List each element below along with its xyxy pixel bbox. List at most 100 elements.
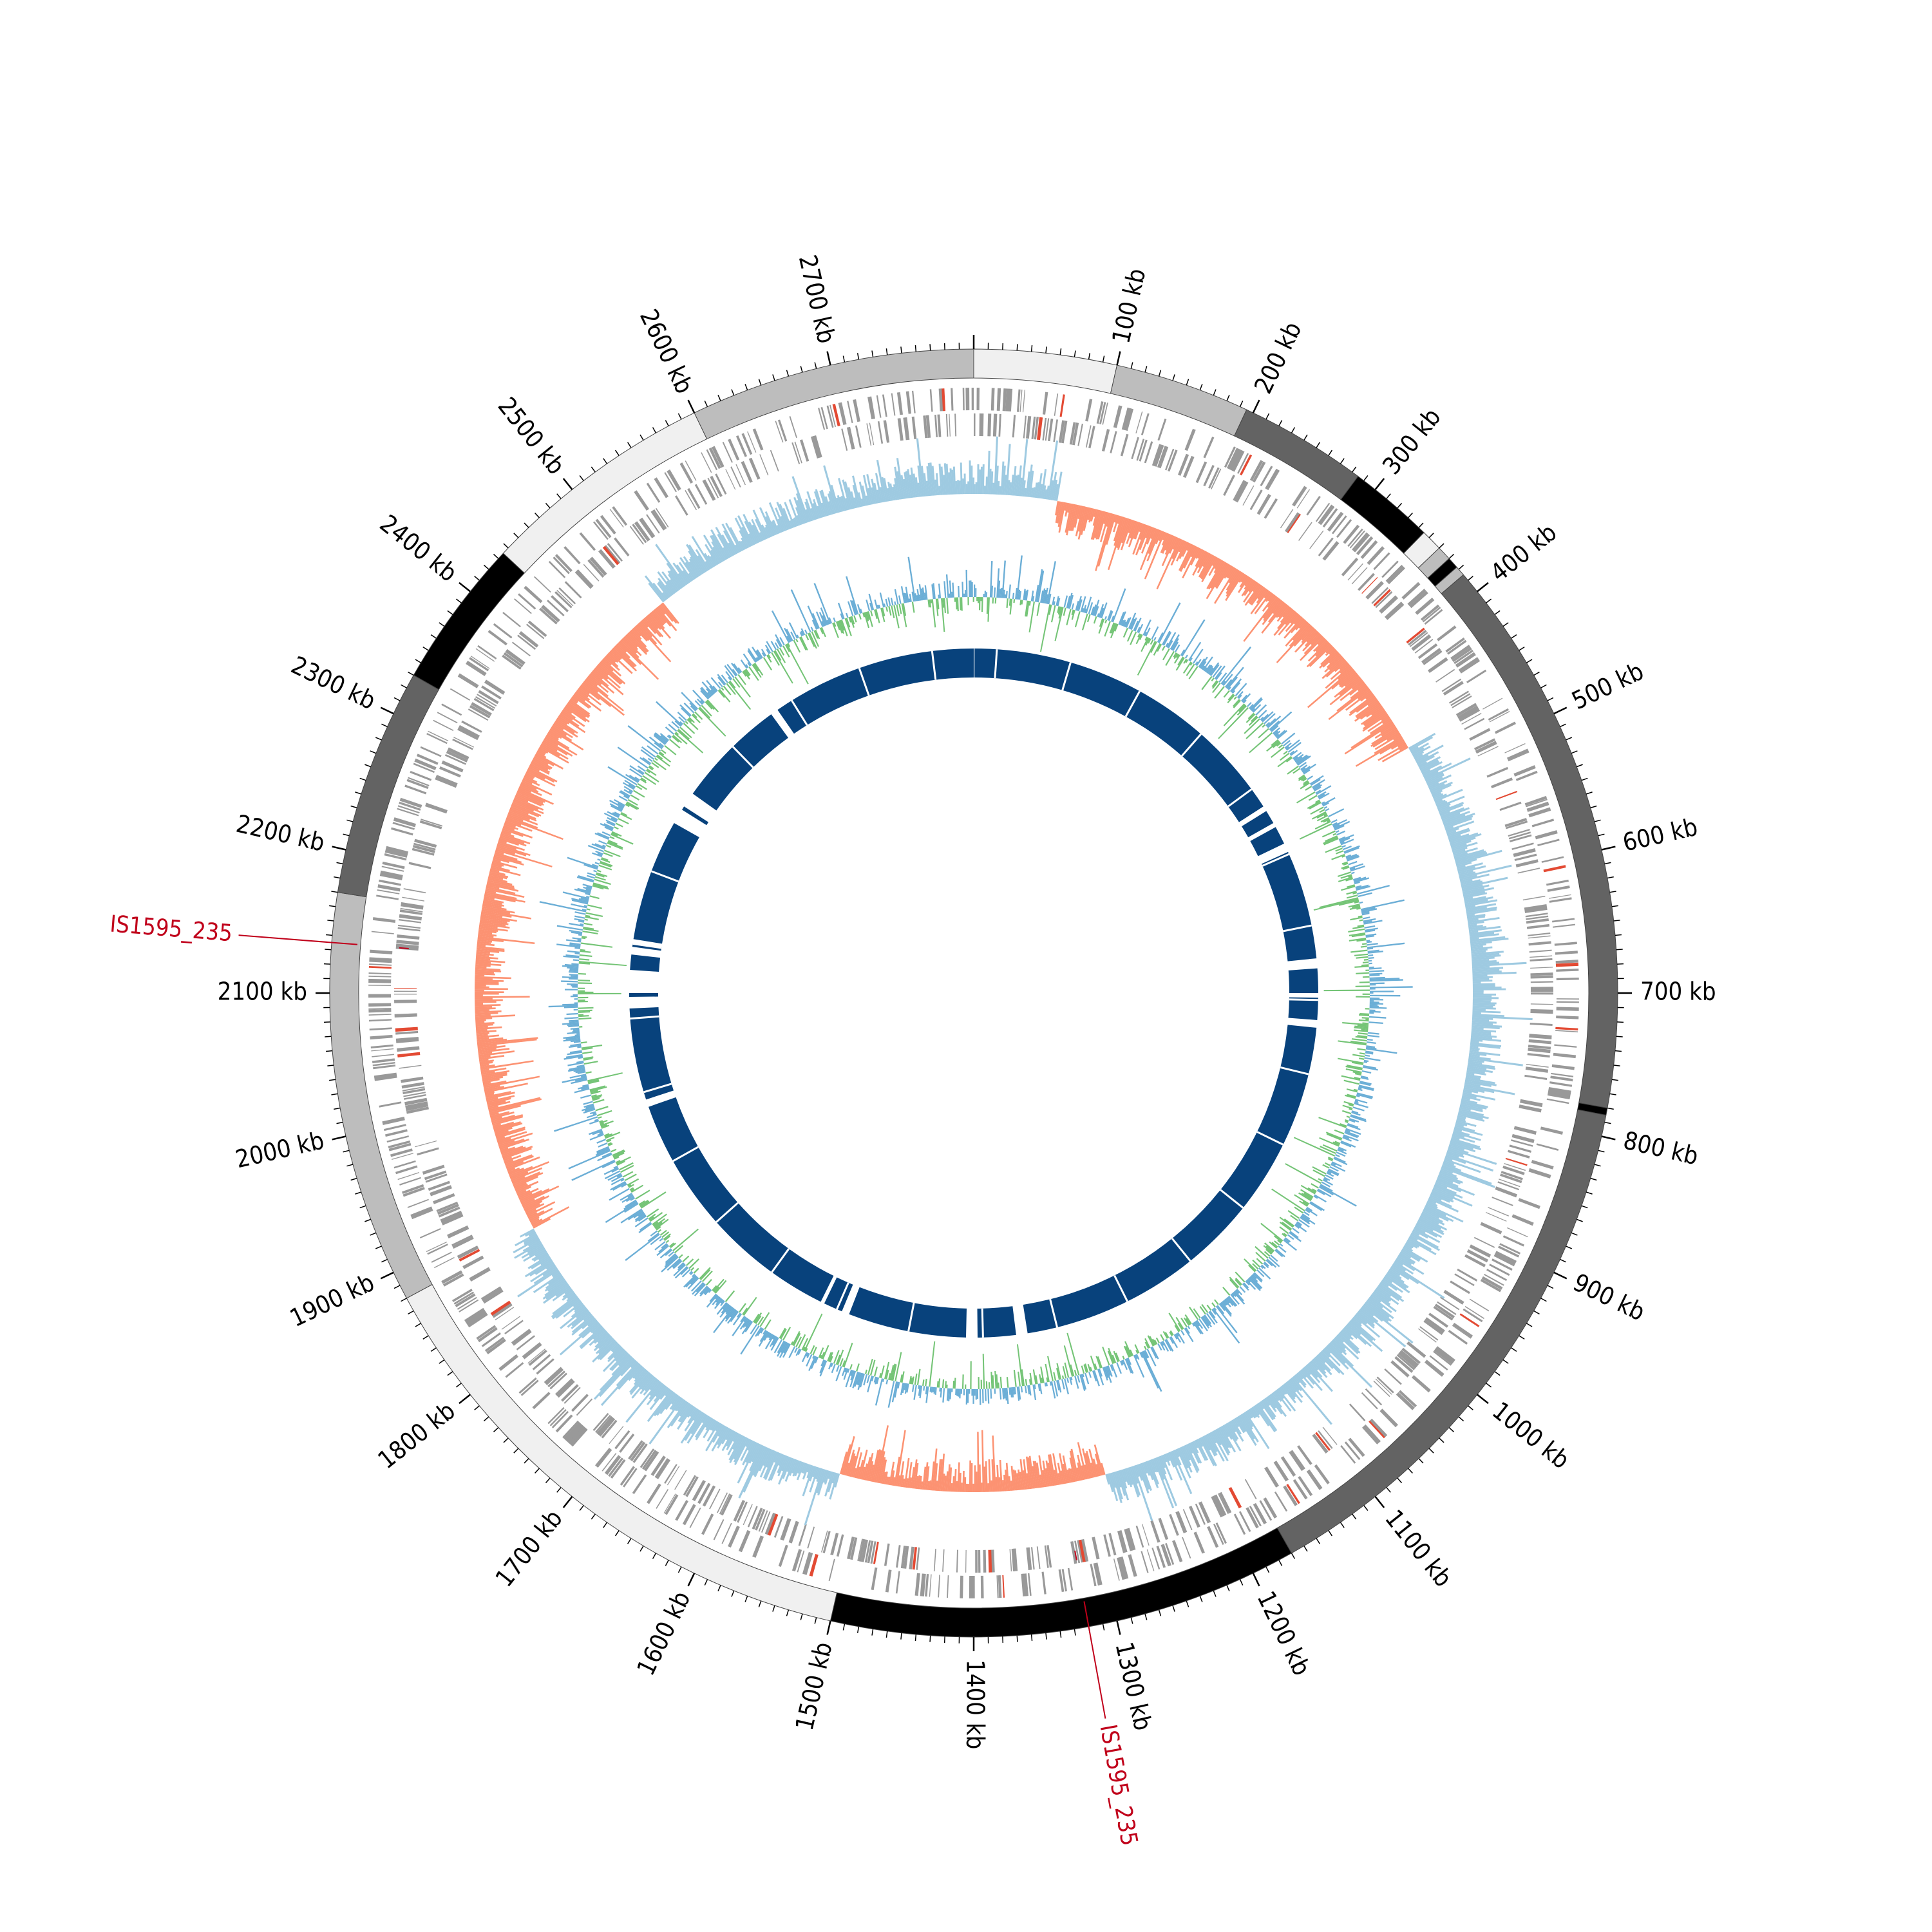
gc-content-bar: [1025, 471, 1030, 497]
gc-skew-bar: [629, 775, 639, 782]
gc-skew-bar: [1098, 618, 1105, 634]
gene-feature: [1252, 461, 1266, 483]
gc-skew-bar: [960, 1388, 963, 1394]
gene-feature: [1500, 1173, 1522, 1184]
gc-skew-bar: [904, 1383, 908, 1394]
gc-skew-bar: [569, 1019, 579, 1022]
minor-tick: [1408, 512, 1413, 518]
gc-skew-bar: [1314, 786, 1321, 792]
gc-content-bar: [553, 723, 564, 731]
gc-skew-bar: [1080, 596, 1086, 612]
gc-content-bar: [874, 1450, 882, 1482]
gc-content-bar: [654, 1390, 674, 1417]
gc-content-bar: [1126, 520, 1136, 544]
gene-feature: [733, 1500, 746, 1522]
gc-skew-bar: [1366, 1046, 1377, 1050]
gc-content-bar: [1362, 713, 1388, 732]
gc-content-bar: [1032, 1461, 1038, 1488]
gene-feature: [1210, 468, 1222, 489]
gene-feature: [1555, 960, 1578, 964]
gene-feature: [547, 1370, 565, 1388]
gc-content-bar: [929, 1480, 932, 1491]
gc-skew-bar: [1369, 970, 1385, 972]
gc-skew-bar: [1274, 1249, 1283, 1258]
major-tick: [562, 478, 573, 490]
minor-tick: [1130, 362, 1133, 369]
gc-content-bar: [487, 1100, 506, 1106]
gc-content-bar: [791, 1459, 799, 1473]
gc-content-bar: [479, 924, 498, 929]
gene-feature: [420, 746, 442, 757]
gc-content-bar: [1338, 667, 1353, 680]
gene-feature: [1424, 609, 1443, 625]
minor-tick: [393, 697, 401, 701]
gc-skew-bar: [731, 663, 740, 674]
gc-skew-bar: [779, 637, 785, 646]
gc-content-bar: [514, 797, 544, 811]
gene-feature: [737, 1501, 748, 1523]
gc-content-bar: [1435, 799, 1443, 804]
gene-feature: [431, 1251, 452, 1263]
gc-content-bar: [566, 1293, 576, 1302]
gc-skew-bar: [708, 1289, 712, 1293]
gc-skew-bar: [1162, 648, 1170, 661]
gc-skew-bar: [1346, 1088, 1358, 1093]
gc-content-bar: [531, 1256, 551, 1269]
gc-skew-bar: [714, 1298, 723, 1309]
gc-skew-bar: [574, 1034, 580, 1036]
gc-content-bar: [737, 515, 754, 546]
minor-tick: [1448, 554, 1455, 559]
gc-skew-bar: [1223, 1300, 1228, 1306]
gc-content-bar: [1326, 654, 1341, 668]
gc-content-bar: [824, 496, 832, 515]
gc-skew-bar: [875, 1377, 878, 1385]
gc-content-bar: [687, 1408, 699, 1424]
gc-content-bar: [1171, 538, 1182, 560]
gc-content-bar: [1430, 781, 1454, 793]
gene-feature: [1306, 1469, 1323, 1490]
gc-content-bar: [914, 477, 920, 497]
gc-content-bar: [1180, 544, 1195, 572]
gc-content-bar: [1470, 941, 1492, 945]
minor-tick: [1598, 833, 1605, 837]
gc-content-bar: [850, 491, 857, 509]
gc-content-bar: [545, 1263, 555, 1270]
gc-skew-bar: [1354, 881, 1360, 885]
gc-skew-bar: [1006, 1387, 1009, 1405]
gc-skew-bar: [1362, 1066, 1378, 1071]
gene-feature: [475, 648, 495, 662]
gc-content-bar: [515, 793, 542, 807]
gc-content-bar: [788, 1459, 797, 1476]
gc-content-bar: [475, 976, 511, 980]
gc-content-bar: [1195, 549, 1205, 567]
gc-content-bar: [1466, 1072, 1475, 1075]
gc-content-bar: [945, 1471, 949, 1492]
gc-skew-bar: [1271, 739, 1279, 746]
gc-skew-bar: [1149, 1336, 1155, 1346]
gc-skew-bar: [600, 1124, 607, 1128]
gc-content-bar: [1464, 1083, 1515, 1095]
gc-skew-bar: [1314, 1194, 1327, 1203]
gc-skew-bar: [844, 618, 852, 636]
gc-skew-bar: [875, 1378, 884, 1406]
gc-content-bar: [1226, 571, 1243, 597]
gc-content-bar: [1435, 1180, 1462, 1193]
gc-content-bar: [1466, 908, 1497, 915]
gc-skew-bar: [1222, 680, 1226, 685]
gene-feature: [720, 1494, 733, 1516]
gc-content-bar: [1325, 659, 1346, 677]
gene-feature: [421, 819, 443, 827]
gc-content-bar: [532, 759, 551, 770]
gc-skew-bar: [1092, 1370, 1097, 1382]
gene-feature: [895, 1571, 900, 1594]
gc-skew-bar: [1359, 1081, 1372, 1085]
gc-skew-bar: [1097, 613, 1100, 618]
gc-skew-bar: [1069, 1377, 1073, 1385]
gc-skew-bar: [1112, 1354, 1117, 1363]
gene-feature: [388, 1140, 411, 1149]
gc-skew-bar: [1362, 976, 1370, 978]
gc-skew-bar: [611, 817, 618, 822]
gc-content-bar: [1466, 906, 1497, 914]
gc-skew-bar: [621, 1195, 634, 1203]
gc-content-bar: [493, 1121, 521, 1131]
